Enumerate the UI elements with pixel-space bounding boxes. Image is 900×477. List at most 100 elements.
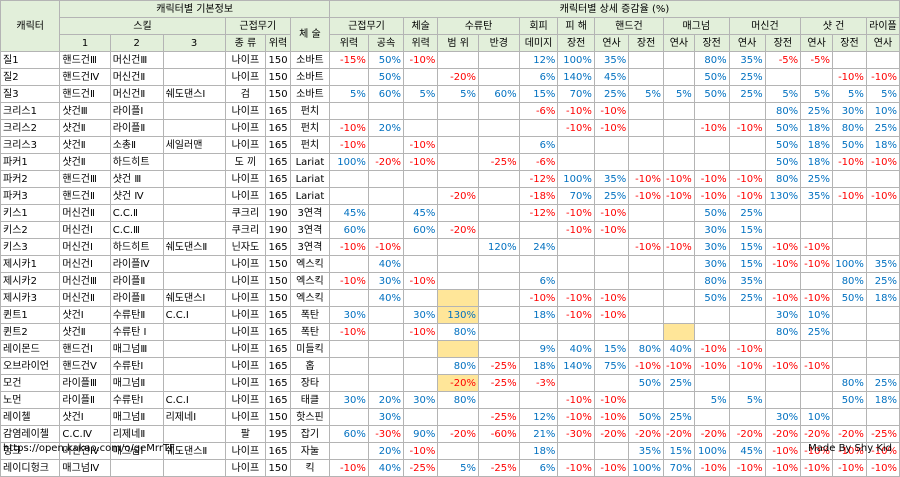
stat-cell: -20%	[662, 425, 695, 443]
stat-cell: -10%	[693, 340, 730, 358]
melee-power: 165	[265, 170, 291, 188]
skill-1: 핸드건Ⅰ	[59, 340, 111, 358]
skill-3: 쉐도댄스Ⅰ	[162, 289, 226, 307]
table-row: 오브라이언 핸드건Ⅴ 수류탄Ⅰ 나이프 165 홉 80% -25% 18% 140% 75% -10…	[0, 357, 900, 375]
stat-cell: -10%	[557, 289, 595, 307]
stat-cell: -10%	[593, 306, 630, 324]
stat-cell: 6%	[518, 272, 559, 290]
stat-cell	[478, 306, 520, 324]
physique: 펀치	[289, 119, 330, 137]
physique: 미들킥	[289, 340, 330, 358]
skill-2: 소총Ⅱ	[109, 136, 164, 154]
melee-power: 195	[265, 425, 291, 443]
stat-cell: 18%	[865, 136, 900, 154]
stat-cell	[728, 136, 766, 154]
stat-cell: 50%	[693, 289, 730, 307]
stat-cell: -10%	[693, 170, 730, 188]
stat-cell: 50%	[832, 289, 867, 307]
stat-cell	[593, 374, 630, 392]
table-row: 레이첼 샷건Ⅰ 매그넘Ⅱ 리제네Ⅰ 나이프 150 핫스핀 30% -25% 12% -10% -10…	[0, 408, 900, 426]
stat-cell: -20%	[437, 374, 479, 392]
stat-cell: -10%	[764, 255, 802, 273]
stat-cell: -10%	[328, 238, 369, 256]
skill-3: 세일러맨	[162, 136, 226, 154]
skill-2: C.C.Ⅲ	[109, 221, 164, 239]
stat-cell: -10%	[403, 272, 439, 290]
skill-1: 핸드건Ⅴ	[59, 357, 111, 375]
stat-cell	[593, 272, 630, 290]
stat-cell	[403, 289, 439, 307]
footer-link[interactable]: https://open.kakao.com/o/geMrrTF	[3, 443, 175, 454]
stat-cell	[764, 391, 802, 409]
stat-cell	[800, 221, 833, 239]
character-name: 크리스1	[0, 102, 61, 120]
stat-cell	[403, 119, 439, 137]
stat-cell: -20%	[437, 425, 479, 443]
skill-1: 라이플Ⅲ	[59, 374, 111, 392]
melee-power: 190	[265, 221, 291, 239]
stat-cell: -10%	[662, 187, 695, 205]
character-name: 제시카1	[0, 255, 61, 273]
stat-cell	[865, 408, 900, 426]
stat-cell: -10%	[557, 408, 595, 426]
stat-cell	[764, 221, 802, 239]
header-basic-group: 캐릭터별 기본정보	[59, 0, 330, 18]
stat-cell	[328, 102, 369, 120]
header-detail-col: 연사	[865, 34, 900, 52]
stat-cell: 25%	[865, 272, 900, 290]
stat-cell	[865, 340, 900, 358]
stat-cell: 120%	[478, 238, 520, 256]
stat-cell	[478, 340, 520, 358]
stat-cell: -10%	[628, 238, 664, 256]
stat-cell	[478, 255, 520, 273]
stat-cell: 10%	[865, 102, 900, 120]
stat-cell: 30%	[403, 391, 439, 409]
stat-cell: -60%	[478, 425, 520, 443]
stat-cell	[693, 374, 730, 392]
stat-cell: -20%	[437, 187, 479, 205]
stat-cell: 130%	[437, 306, 479, 324]
stat-cell: -25%	[403, 459, 439, 477]
physique: 폭탄	[289, 323, 330, 341]
skill-1: 매그넘Ⅳ	[59, 459, 111, 477]
header-detail-col: 공속	[367, 34, 405, 52]
stat-cell	[328, 374, 369, 392]
skill-3	[162, 459, 226, 477]
header-sub-handgun: 핸드건	[593, 17, 664, 35]
stat-cell	[557, 136, 595, 154]
header-sub-machinegun: 머신건	[728, 17, 802, 35]
stat-cell: 5%	[693, 391, 730, 409]
stat-cell: 80%	[693, 51, 730, 69]
stat-cell	[865, 51, 900, 69]
stat-cell	[693, 102, 730, 120]
stat-cell	[478, 102, 520, 120]
stat-cell: -15%	[328, 51, 369, 69]
table-row: 파커3 핸드건Ⅱ 샷건 Ⅳ 나이프 165 Lariat -20% -18% 70% 25% -10…	[0, 187, 900, 205]
skill-3	[162, 340, 226, 358]
stat-cell: 30%	[693, 238, 730, 256]
stat-cell: 30%	[367, 272, 405, 290]
stat-cell	[728, 153, 766, 171]
stat-cell	[662, 289, 695, 307]
stat-cell	[728, 323, 766, 341]
header-melee: 근접무기	[224, 17, 291, 35]
stat-cell	[478, 136, 520, 154]
stat-cell	[628, 51, 664, 69]
stat-cell: 35%	[593, 51, 630, 69]
melee-power: 150	[265, 289, 291, 307]
header-detail-col: 반경	[478, 34, 520, 52]
skill-2: 라이플Ⅱ	[109, 119, 164, 137]
physique: 소바트	[289, 85, 330, 103]
stat-cell: 50%	[628, 408, 664, 426]
physique: Lariat	[289, 187, 330, 205]
physique: 핫스핀	[289, 408, 330, 426]
physique: 3연격	[289, 238, 330, 256]
stat-cell: 30%	[328, 391, 369, 409]
stat-cell	[403, 408, 439, 426]
character-name: 키스2	[0, 221, 61, 239]
skill-1: 샷건Ⅱ	[59, 153, 111, 171]
header-sub-evade: 회피	[518, 17, 559, 35]
skill-3	[162, 272, 226, 290]
skill-3	[162, 102, 226, 120]
stat-cell: 6%	[518, 459, 559, 477]
